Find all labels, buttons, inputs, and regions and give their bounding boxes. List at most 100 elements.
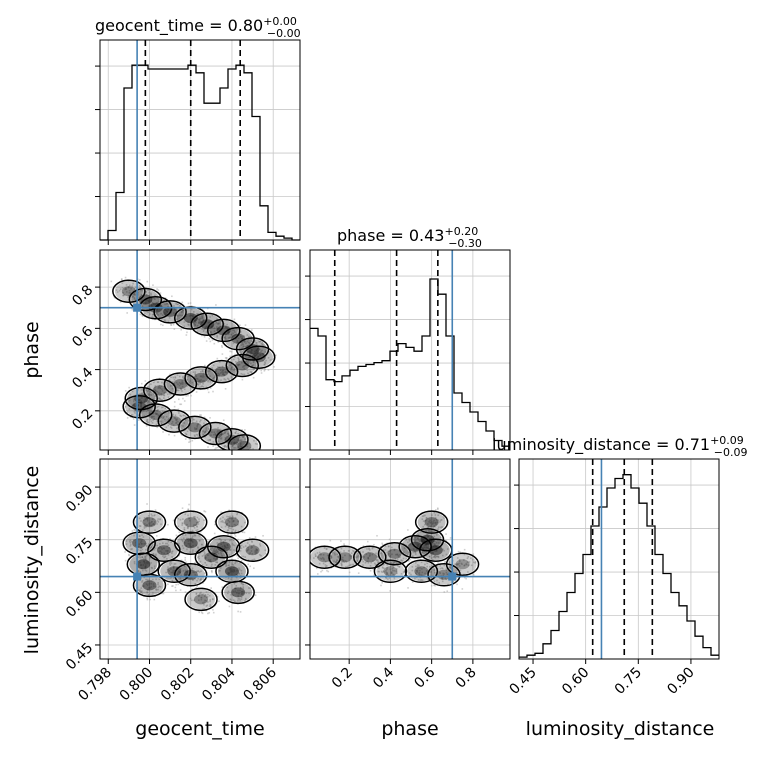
sample-point: [144, 555, 147, 558]
sample-point: [422, 515, 425, 517]
sample-point: [436, 555, 438, 558]
sample-point: [146, 584, 149, 587]
sample-point: [442, 515, 445, 518]
sample-point: [159, 585, 162, 588]
sample-point: [441, 567, 443, 569]
sample-point: [251, 364, 253, 367]
sample-point: [441, 580, 444, 583]
x-tick-label: 0.90: [664, 665, 697, 698]
y-tick-label: 0.2: [69, 406, 96, 433]
sample-point: [145, 557, 147, 560]
sample-point: [413, 548, 415, 551]
sample-point: [156, 406, 159, 408]
sample-point: [141, 392, 143, 394]
sample-point: [245, 342, 247, 345]
sample-point: [237, 599, 239, 602]
sample-point: [222, 369, 224, 372]
sample-point: [393, 577, 396, 580]
sample-point: [201, 564, 204, 566]
sample-point: [226, 529, 229, 532]
sample-point: [424, 563, 426, 566]
sample-point: [369, 569, 372, 572]
sample-point: [201, 543, 203, 546]
sample-point: [333, 552, 336, 555]
sample-point: [413, 550, 416, 553]
sample-point: [137, 548, 139, 551]
sample-point: [140, 405, 142, 408]
sample-point: [193, 534, 196, 537]
sample-point: [330, 557, 332, 560]
sample-point: [232, 444, 234, 447]
sample-point: [158, 397, 160, 400]
sample-point: [233, 368, 236, 370]
sample-point: [226, 328, 229, 330]
sample-point: [221, 554, 223, 557]
sample-point: [164, 313, 167, 316]
sample-point: [153, 548, 156, 551]
sample-point: [324, 547, 326, 549]
density-blob: [244, 347, 273, 368]
sample-point: [209, 548, 212, 551]
contour-line: [310, 545, 342, 569]
sample-point: [155, 578, 157, 581]
sample-point: [391, 553, 393, 556]
sample-point: [180, 424, 182, 427]
sample-point: [228, 362, 231, 364]
sample-point: [390, 572, 393, 574]
sample-point: [180, 388, 182, 391]
sample-point: [254, 553, 257, 555]
sample-point: [184, 382, 187, 385]
sample-point: [348, 571, 351, 574]
sample-point: [376, 534, 378, 537]
sample-point: [435, 550, 438, 552]
sample-point: [256, 548, 258, 551]
sample-point: [216, 561, 218, 564]
sample-point: [138, 535, 141, 537]
sample-point: [151, 567, 154, 569]
sample-point: [352, 549, 354, 552]
sample-point: [237, 523, 239, 526]
sample-point: [153, 381, 155, 384]
gridlines: [310, 250, 510, 450]
sample-point: [194, 324, 196, 326]
sample-point: [199, 560, 202, 563]
sample-point: [246, 550, 248, 552]
sample-point: [180, 403, 183, 406]
sample-point: [267, 357, 270, 359]
sample-point: [240, 372, 243, 375]
sample-point: [421, 552, 424, 554]
sample-point: [225, 523, 228, 526]
sample-point: [156, 420, 158, 422]
sample-point: [392, 562, 395, 565]
sample-point: [145, 526, 147, 528]
sample-point: [140, 397, 143, 399]
sample-point: [224, 539, 227, 542]
contour-line: [112, 279, 146, 303]
sample-point: [257, 350, 260, 353]
sample-point: [151, 313, 154, 316]
sample-point: [228, 434, 230, 436]
sample-point: [411, 555, 414, 557]
sample-point: [425, 570, 428, 572]
sample-point: [178, 382, 181, 384]
sample-point: [191, 599, 193, 602]
sample-point: [428, 555, 431, 558]
sample-point: [445, 571, 448, 574]
sample-point: [382, 570, 385, 572]
sample-point: [186, 385, 188, 387]
sample-point: [170, 562, 173, 565]
sample-point: [196, 579, 198, 582]
sample-point: [200, 324, 203, 326]
sample-point: [156, 390, 159, 393]
truth-marker: [448, 572, 457, 581]
sample-point: [181, 309, 184, 311]
sample-point: [177, 517, 179, 520]
sample-point: [414, 572, 417, 574]
sample-point: [366, 548, 368, 550]
sample-point: [185, 574, 187, 577]
sample-point: [362, 560, 365, 563]
histogram-phase: [310, 278, 510, 447]
sample-point: [203, 572, 206, 574]
sample-point: [196, 317, 198, 320]
sample-point: [251, 336, 253, 338]
